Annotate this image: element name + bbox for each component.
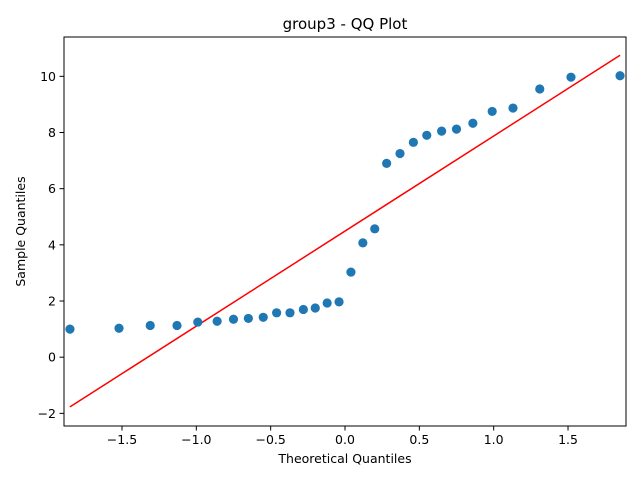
y-axis-label: Sample Quantiles [13, 176, 28, 286]
data-point [422, 130, 432, 140]
data-point [408, 137, 418, 147]
data-point [334, 297, 344, 307]
data-point [451, 124, 462, 134]
data-point [145, 320, 155, 331]
data-point [258, 312, 268, 322]
y-tick-label: 2 [48, 294, 56, 309]
data-point [212, 316, 222, 326]
data-point [298, 304, 308, 315]
x-tick-label: 0.5 [409, 432, 429, 447]
data-point [172, 320, 182, 331]
y-tick-label: 8 [48, 125, 56, 140]
data-point [382, 158, 392, 168]
data-point [228, 314, 239, 324]
x-axis: −1.5 −1.0 −0.5 0.0 0.5 1.0 1.5 [107, 426, 578, 447]
data-point [322, 298, 332, 308]
data-point [535, 84, 545, 94]
data-point [114, 323, 124, 333]
data-point [243, 313, 253, 324]
data-point [285, 308, 295, 318]
y-axis: −2 0 2 4 6 8 10 [38, 69, 64, 421]
data-point [437, 126, 447, 136]
x-axis-label: Theoretical Quantiles [277, 451, 411, 466]
x-tick-label: −0.5 [255, 432, 285, 447]
data-point [358, 238, 368, 248]
x-tick-label: −1.0 [181, 432, 211, 447]
data-point [566, 72, 576, 82]
data-point [193, 317, 203, 327]
y-tick-label: 6 [48, 181, 56, 196]
data-point [370, 224, 380, 234]
data-point [310, 303, 320, 313]
data-point [272, 308, 282, 318]
y-tick-label: 0 [48, 350, 56, 365]
data-point [395, 148, 405, 159]
data-point [508, 103, 518, 113]
y-tick-label: −2 [38, 406, 56, 421]
data-point [487, 106, 497, 117]
y-tick-label: 10 [40, 69, 56, 84]
y-tick-label: 4 [48, 237, 56, 252]
chart-title: group3 - QQ Plot [283, 15, 408, 33]
data-point [65, 324, 75, 334]
plot-area [65, 54, 625, 408]
data-point [468, 118, 478, 128]
data-point [346, 267, 356, 277]
data-point [615, 71, 625, 81]
x-tick-label: 0.0 [335, 432, 355, 447]
x-tick-label: 1.0 [484, 432, 504, 447]
x-tick-label: 1.5 [558, 432, 578, 447]
x-tick-label: −1.5 [107, 432, 137, 447]
reference-line [69, 54, 621, 408]
